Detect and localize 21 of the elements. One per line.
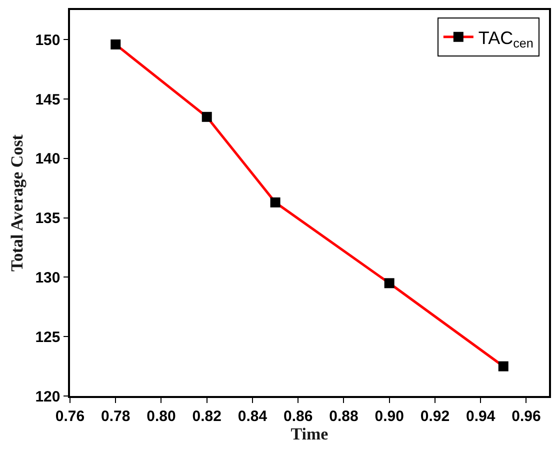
y-tick-label: 140 xyxy=(35,150,60,168)
x-tick-label: 0.78 xyxy=(101,408,130,425)
x-axis-title: Time xyxy=(290,424,329,444)
x-tick-label: 0.88 xyxy=(329,408,358,425)
x-tick-label: 0.90 xyxy=(374,408,404,425)
x-tick-label: 0.76 xyxy=(55,408,85,425)
y-axis-title: Total Average Cost xyxy=(7,134,26,272)
x-tick-label: 0.80 xyxy=(146,408,176,425)
x-tick-label: 0.86 xyxy=(284,408,313,425)
y-tick-label: 135 xyxy=(35,210,60,228)
y-tick-label: 120 xyxy=(35,388,60,406)
y-tick-label: 130 xyxy=(35,269,60,286)
x-tick-label: 0.94 xyxy=(466,408,496,425)
y-tick-label: 150 xyxy=(35,32,60,49)
x-tick-label: 0.92 xyxy=(420,408,450,425)
y-tick-label: 145 xyxy=(35,91,60,108)
x-tick-label: 0.84 xyxy=(238,408,268,425)
y-tick-label: 125 xyxy=(35,328,60,346)
legend-label: TAC$_{cen}$ xyxy=(478,28,534,51)
x-tick-label: 0.96 xyxy=(512,408,541,425)
x-tick-label: 0.82 xyxy=(192,408,222,425)
